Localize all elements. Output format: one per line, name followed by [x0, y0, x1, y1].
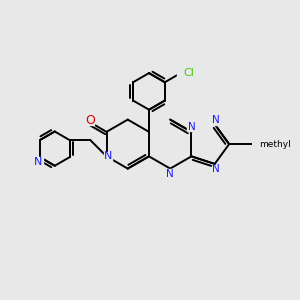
Text: N: N: [188, 122, 195, 131]
Text: methyl: methyl: [260, 140, 291, 148]
Text: N: N: [104, 151, 112, 161]
Bar: [212, 164, 220, 174]
Text: N: N: [212, 115, 220, 125]
Bar: [86, 117, 94, 125]
Bar: [166, 169, 175, 178]
Text: N: N: [166, 169, 174, 179]
Bar: [187, 122, 196, 131]
Text: N: N: [34, 157, 43, 166]
Bar: [34, 157, 43, 166]
Text: N: N: [212, 164, 220, 174]
Text: O: O: [85, 114, 95, 127]
Text: Cl: Cl: [183, 68, 194, 78]
Bar: [177, 69, 190, 78]
Bar: [103, 152, 112, 161]
Bar: [212, 115, 220, 124]
